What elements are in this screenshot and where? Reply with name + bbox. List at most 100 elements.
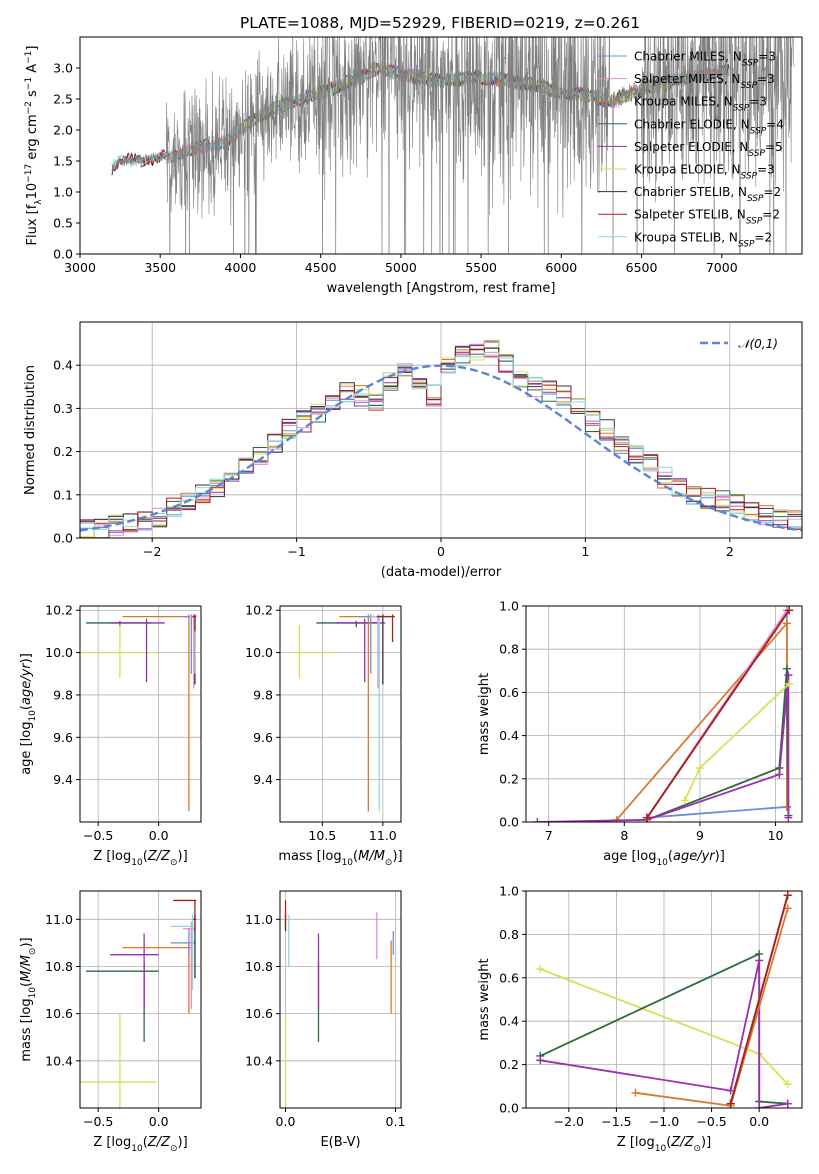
y-tick-label: 0.8 (499, 642, 519, 657)
plot-area (290, 614, 395, 812)
legend-entry: Chabrier MILES, NSSP=3 (634, 50, 776, 69)
x-tick-label: 10 (768, 828, 784, 843)
x-tick-label: 6000 (545, 260, 577, 275)
y-tick-label: 9.8 (253, 687, 273, 702)
y-tick-label: 0.8 (499, 927, 519, 942)
point-kroupa-miles (122, 942, 192, 1014)
x-tick-label: 7000 (706, 260, 738, 275)
point-chabrier-elodie (86, 961, 159, 1042)
x-tick-label: 8 (620, 828, 628, 843)
legend-entry: 𝒩(0,1) (738, 337, 778, 351)
x-axis-label: (data-model)/error (381, 565, 502, 580)
legend-entry: Chabrier STELIB, NSSP=2 (634, 185, 781, 204)
y-tick-label: 0.6 (499, 970, 519, 985)
data-spectrum-line (111, 37, 795, 254)
x-tick-label: 0.0 (149, 828, 169, 843)
weight-marker (784, 671, 793, 680)
point-kroupa-elodie (80, 1013, 157, 1108)
panel-ZWeights: −2.0 −1.5 −1.0 −0.5 0.0 0.0 0.2 0.4 0.6 0.8 1.0 Z [… (477, 884, 803, 1154)
point-kroupa-miles (122, 614, 193, 812)
x-tick-label: 5500 (465, 260, 497, 275)
x-axis-label: age [log10(age/yr)] (603, 849, 725, 868)
weight-marker (642, 813, 651, 822)
x-tick-label: −2 (143, 544, 161, 559)
x-tick-label: 0.0 (149, 1114, 169, 1129)
panel-residuals: −2 −1 0 1 2 0.0 0.1 0.2 0.3 0.4 (data-model)/error… (23, 321, 803, 580)
y-tick-label: 1.0 (499, 599, 519, 614)
axes-frame (79, 36, 803, 255)
x-tick-label: −0.5 (83, 1114, 113, 1129)
x-axis-label: Z [log10(Z/Z⊙)] (617, 1135, 711, 1154)
legend-entry: Kroupa MILES, NSSP=3 (634, 95, 767, 114)
point-kroupa-elodie (80, 625, 159, 678)
y-tick-label: 0.0 (53, 531, 73, 546)
y-tick-label: 0.0 (499, 1101, 519, 1116)
axes-frame (525, 605, 803, 823)
x-tick-label: 10.5 (308, 828, 336, 843)
plot-area (111, 37, 795, 254)
x-tick-label: 0.1 (386, 1114, 406, 1129)
weight-marker (695, 764, 704, 772)
weight-marker (784, 813, 793, 822)
y-tick-label: 11.0 (245, 912, 273, 927)
plot-area (536, 891, 792, 1108)
weight-series-chabrier-elodie (642, 664, 793, 822)
y-tick-label: 9.8 (53, 687, 73, 702)
x-tick-label: 3500 (144, 260, 176, 275)
legend-entry: Kroupa STELIB, NSSP=2 (634, 230, 772, 249)
weight-marker (775, 770, 784, 779)
spectrum-legend: Chabrier MILES, NSSP=3 Salpeter MILES, NS… (598, 50, 784, 249)
axes-frame (79, 605, 202, 823)
weight-marker (783, 904, 792, 913)
y-tick-label: 3.0 (53, 61, 73, 76)
point-salpeter-elodie (334, 618, 386, 683)
weight-marker (680, 796, 689, 805)
point-kroupa-elodie (290, 625, 335, 678)
x-axis-label: Z [log10(Z/Z⊙)] (93, 849, 187, 868)
weight-marker (783, 1080, 792, 1089)
axes-frame (79, 890, 202, 1109)
y-axis-label: Normed distribution (23, 365, 38, 495)
y-tick-label: 9.6 (53, 730, 73, 745)
y-tick-label: 2.5 (53, 92, 73, 107)
panel-EBVvsMass: 0.0 0.1 10.4 10.6 10.8 11.0 E(B-V) (245, 890, 406, 1150)
x-tick-label: 9 (696, 828, 704, 843)
y-axis-label: age [log10(age/yr)] (19, 653, 38, 775)
x-tick-label: 11.0 (369, 828, 397, 843)
y-tick-label: 10.6 (245, 1006, 273, 1021)
gaussian-curve (80, 364, 802, 532)
legend-entry: Chabrier ELODIE, NSSP=4 (634, 117, 784, 136)
weight-marker (631, 1088, 640, 1097)
x-tick-label: 0.0 (276, 1114, 296, 1129)
point-kroupa-stelib (170, 914, 195, 991)
y-tick-label: 0.0 (53, 247, 73, 262)
y-tick-label: 10.8 (245, 959, 273, 974)
legend-entry: Salpeter MILES, NSSP=3 (634, 72, 775, 91)
x-tick-label: 3000 (64, 260, 96, 275)
y-tick-label: 9.4 (53, 772, 73, 787)
y-tick-label: 10.0 (245, 645, 273, 660)
weight-marker (783, 891, 792, 900)
weight-marker (782, 664, 791, 673)
panel-AgeWeights: 7 8 9 10 0.0 0.2 0.4 0.6 0.8 1.0 age [log10(age/yr… (477, 599, 803, 868)
plot-area (80, 614, 197, 812)
weight-series-kroupa-miles (612, 619, 791, 822)
x-tick-label: −1 (287, 544, 305, 559)
weight-series-salpeter-elodie (533, 671, 793, 822)
y-tick-label: 10.6 (45, 1006, 73, 1021)
plot-area (80, 340, 802, 538)
weight-series-kroupa-elodie (680, 679, 794, 805)
x-tick-label: −1.5 (601, 1114, 631, 1129)
x-tick-label: 5000 (385, 260, 417, 275)
x-tick-label: 6500 (626, 260, 658, 275)
y-tick-label: 10.0 (45, 645, 73, 660)
y-tick-label: 10.4 (45, 1053, 73, 1068)
legend-entry: Kroupa ELODIE, NSSP=3 (634, 163, 775, 182)
y-tick-label: 0.6 (499, 685, 519, 700)
weight-series-salpeter-stelib (726, 891, 792, 1108)
x-axis-label: Z [log10(Z/Z⊙)] (93, 1135, 187, 1154)
x-axis-label: mass [log10(M/M⊙)] (278, 849, 402, 868)
x-tick-label: −0.5 (83, 828, 113, 843)
figure-title: PLATE=1088, MJD=52929, FIBERID=0219, z=0… (240, 14, 640, 32)
